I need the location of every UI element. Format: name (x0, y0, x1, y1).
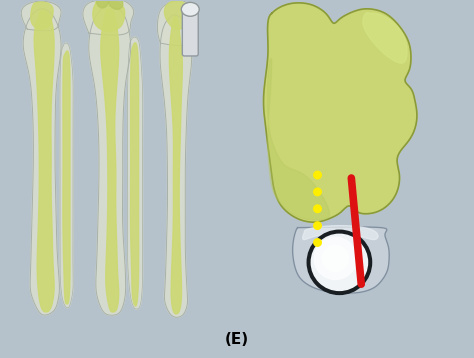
Polygon shape (89, 6, 131, 315)
Polygon shape (164, 1, 191, 29)
Circle shape (313, 204, 322, 213)
Polygon shape (109, 0, 123, 9)
Ellipse shape (182, 3, 199, 16)
Polygon shape (101, 9, 118, 312)
Polygon shape (21, 1, 61, 31)
Circle shape (313, 221, 322, 230)
Circle shape (329, 252, 341, 264)
Polygon shape (169, 16, 182, 314)
Circle shape (313, 188, 322, 197)
Polygon shape (93, 0, 125, 31)
Polygon shape (130, 43, 139, 306)
Polygon shape (60, 43, 73, 308)
Circle shape (313, 238, 322, 247)
Circle shape (310, 233, 368, 291)
Polygon shape (160, 15, 191, 317)
Polygon shape (31, 2, 53, 29)
Polygon shape (63, 51, 70, 304)
Text: (E): (E) (225, 332, 249, 347)
Circle shape (308, 231, 371, 294)
Polygon shape (292, 227, 389, 293)
Polygon shape (303, 226, 378, 240)
Circle shape (313, 170, 322, 179)
Polygon shape (97, 0, 109, 8)
Polygon shape (264, 3, 417, 222)
Polygon shape (83, 0, 134, 35)
FancyBboxPatch shape (182, 8, 198, 56)
Polygon shape (157, 0, 194, 45)
Circle shape (313, 237, 357, 280)
Circle shape (321, 245, 349, 272)
Polygon shape (267, 59, 329, 220)
Polygon shape (363, 13, 407, 63)
Polygon shape (23, 9, 61, 315)
Polygon shape (128, 37, 143, 309)
Polygon shape (34, 11, 54, 312)
